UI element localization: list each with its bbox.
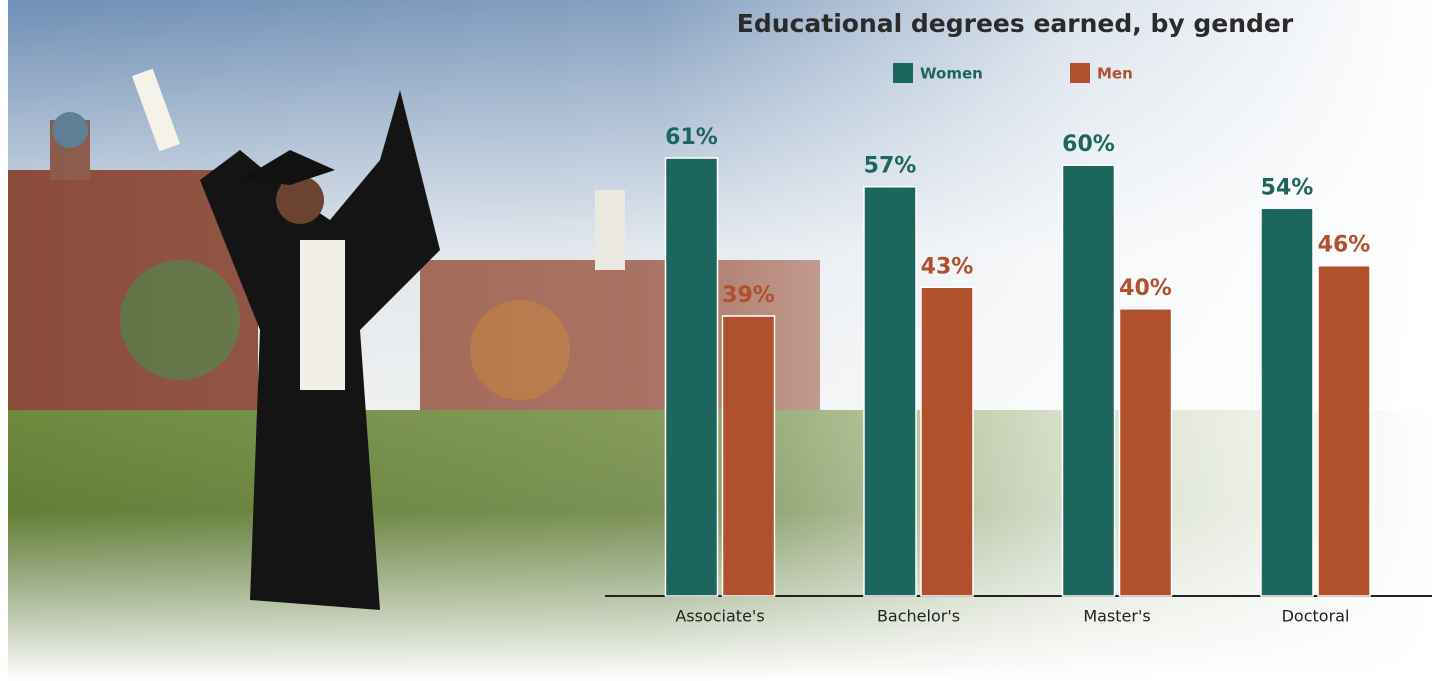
bar: [1261, 208, 1313, 596]
value-label: 46%: [1318, 233, 1371, 258]
x-tick-label: Doctoral: [1282, 607, 1350, 626]
bar: [1063, 165, 1115, 596]
value-label: 57%: [864, 154, 917, 179]
value-label: 43%: [921, 254, 974, 279]
legend-swatch: [1070, 63, 1090, 83]
value-label: 61%: [665, 125, 718, 150]
x-tick-label: Associate's: [675, 607, 764, 626]
bar: [666, 158, 718, 596]
infographic: Educational degrees earned, by gender Wo…: [0, 0, 1437, 681]
legend-label: Women: [920, 65, 983, 83]
value-label: 54%: [1261, 175, 1314, 200]
value-label: 40%: [1119, 276, 1172, 301]
chart-title: Educational degrees earned, by gender: [737, 9, 1294, 38]
x-tick-label: Bachelor's: [877, 607, 960, 626]
legend-label: Men: [1097, 65, 1133, 83]
value-label: 39%: [722, 283, 775, 308]
bar: [723, 316, 775, 596]
bar: [1120, 309, 1172, 596]
bar: [864, 187, 916, 596]
bar: [1318, 266, 1370, 596]
value-label: 60%: [1062, 132, 1115, 157]
bar: [921, 287, 973, 596]
x-tick-label: Master's: [1083, 607, 1150, 626]
legend-swatch: [893, 63, 913, 83]
